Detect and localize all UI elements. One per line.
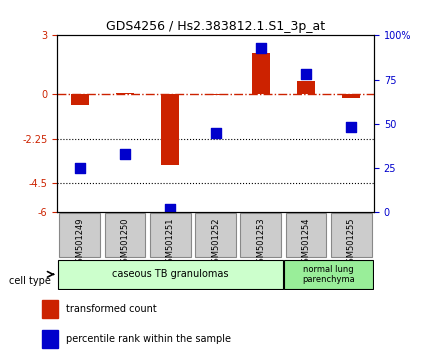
FancyBboxPatch shape (195, 213, 236, 257)
Point (212, 130, 219, 136)
Point (257, 45, 264, 51)
Bar (252, 53, 270, 95)
Point (348, 125, 355, 130)
Bar (342, 95, 360, 98)
FancyBboxPatch shape (150, 213, 191, 257)
FancyBboxPatch shape (331, 213, 372, 257)
Bar (71, 95, 89, 105)
Text: GSM501254: GSM501254 (301, 217, 311, 268)
Text: GSM501255: GSM501255 (347, 217, 356, 268)
Title: GDS4256 / Hs2.383812.1.S1_3p_at: GDS4256 / Hs2.383812.1.S1_3p_at (106, 20, 325, 33)
FancyBboxPatch shape (241, 213, 281, 257)
Text: caseous TB granulomas: caseous TB granulomas (112, 269, 229, 279)
Bar (297, 81, 315, 95)
Text: transformed count: transformed count (66, 304, 156, 314)
Text: cell type: cell type (9, 276, 51, 286)
FancyBboxPatch shape (59, 213, 100, 257)
Text: percentile rank within the sample: percentile rank within the sample (66, 334, 231, 344)
FancyBboxPatch shape (284, 260, 373, 289)
FancyBboxPatch shape (286, 213, 326, 257)
FancyBboxPatch shape (105, 213, 146, 257)
FancyBboxPatch shape (58, 260, 282, 289)
Bar (116, 93, 134, 95)
Bar (42, 300, 58, 318)
Text: GSM501251: GSM501251 (166, 217, 175, 268)
Text: GSM501253: GSM501253 (257, 217, 265, 268)
Text: GSM501252: GSM501252 (211, 217, 220, 268)
Text: GSM501250: GSM501250 (121, 217, 130, 268)
Text: GSM501249: GSM501249 (75, 217, 84, 268)
Text: normal lung
parenchyma: normal lung parenchyma (302, 265, 355, 284)
Bar (42, 330, 58, 348)
Point (167, 206, 174, 212)
Point (121, 151, 128, 157)
Point (76, 165, 83, 171)
Point (303, 72, 310, 77)
Bar (161, 95, 180, 165)
